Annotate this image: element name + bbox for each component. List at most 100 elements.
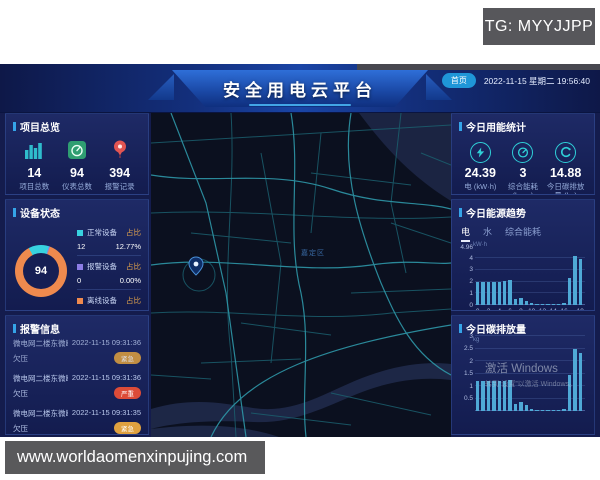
bar-hour-13[interactable] xyxy=(546,409,550,411)
bar-hour-10[interactable] xyxy=(529,303,534,305)
alarm-list-item[interactable]: 微电网二楼东微断测试2022-11-15 09:31:36 欠压 紧急 xyxy=(13,338,141,368)
bar-hour-6[interactable] xyxy=(508,379,512,411)
alarm-name: 微电网二楼东微断测试 xyxy=(13,374,68,383)
bar-hour-3[interactable] xyxy=(492,281,496,305)
section-marker-icon xyxy=(459,122,462,131)
bar-hour-4[interactable] xyxy=(497,381,502,411)
x-axis-tick: 8 xyxy=(514,308,528,310)
section-marker-icon xyxy=(13,208,16,217)
bar-hour-12[interactable] xyxy=(540,409,545,411)
home-nav-badge[interactable]: 首页 xyxy=(441,73,476,88)
bar-hour-12[interactable] xyxy=(540,304,545,305)
bar-hour-17[interactable] xyxy=(567,374,572,411)
device-status-donut-chart[interactable]: 94 xyxy=(15,245,67,297)
y-axis-tick: 4.96 xyxy=(460,243,473,251)
title-wing-left-decoration xyxy=(148,74,174,100)
title-plate: 安全用电云平台 xyxy=(172,70,428,107)
legend-row-header: 报警设备 占比 xyxy=(77,261,141,272)
map-roads-graphic xyxy=(151,113,451,437)
bar-hour-9[interactable] xyxy=(524,300,529,305)
y-axis-tick: 2 xyxy=(469,357,473,365)
stat-value: 24.39 xyxy=(464,166,496,180)
map-district-label: 嘉定区 xyxy=(301,250,325,257)
bar-hour-19[interactable] xyxy=(578,259,583,305)
bar-hour-4[interactable] xyxy=(497,281,502,305)
bar-hour-18[interactable] xyxy=(573,348,577,411)
bar-hour-5[interactable] xyxy=(502,380,507,411)
legend-name: 离线设备 xyxy=(87,296,117,305)
bar-hour-0[interactable] xyxy=(475,381,480,411)
bar-hour-18[interactable] xyxy=(573,255,577,305)
y-axis-tick: 4 xyxy=(469,254,473,262)
bar-hour-10[interactable] xyxy=(529,408,534,411)
stat-value: 14.88 xyxy=(549,166,582,180)
alarm-level-badge: 紧急 xyxy=(114,352,141,364)
bar-hour-8[interactable] xyxy=(519,402,523,411)
gauge-icon xyxy=(512,141,534,163)
map-canvas[interactable]: 嘉定区 xyxy=(151,113,451,437)
device-status-legend: 正常设备 占比 12 12.77% 报警设备 占比 0 0.00% 离线设备 占比 xyxy=(77,222,141,306)
legend-name: 报警设备 xyxy=(87,262,117,271)
legend-color-icon xyxy=(77,229,83,236)
bar-hour-16[interactable] xyxy=(562,303,566,305)
panel-project-overview: 项目总览 14 项目总数 94 仪表总数 394 报警记录 xyxy=(5,113,149,195)
alarm-list-item[interactable]: 微电网二楼东微断测试2022-11-15 09:31:36 欠压 严重 xyxy=(13,373,141,403)
bar-hour-15[interactable] xyxy=(556,303,561,305)
section-title-alarms: 报警信息 xyxy=(13,321,141,336)
trend-tab-综合能耗[interactable]: 综合能耗 xyxy=(505,227,542,237)
trend-tab-电[interactable]: 电 xyxy=(461,225,471,242)
y-axis-tick: 3 xyxy=(469,332,473,340)
x-axis-tick: 0 xyxy=(471,308,485,310)
x-axis-tick: 14 xyxy=(546,308,560,310)
bar-hour-0[interactable] xyxy=(475,281,480,305)
y-axis-tick: 2.5 xyxy=(463,345,473,353)
bar-hour-2[interactable] xyxy=(486,381,491,411)
header: 安全用电云平台 首页 2022-11-15 星期二 19:56:40 xyxy=(0,64,600,113)
section-title-device-status: 设备状态 xyxy=(13,205,141,220)
energy-stats-row: 24.39 电 (kW·h) 3 综合能耗 (kgce) 14.88 今日碳排放量 (kg… xyxy=(459,141,587,194)
bar-hour-19[interactable] xyxy=(578,352,583,411)
section-marker-icon xyxy=(459,208,462,217)
legend-row-values: 0 0.00% xyxy=(77,276,141,290)
alarm-type: 欠压 xyxy=(13,353,28,363)
stat-item: 14.88 今日碳排放量 (kg) xyxy=(545,141,587,194)
bar-hour-8[interactable] xyxy=(519,297,523,305)
bar-hour-1[interactable] xyxy=(481,281,485,305)
bar-hour-11[interactable] xyxy=(535,303,539,305)
bar-hour-16[interactable] xyxy=(562,408,566,411)
bar-hour-14[interactable] xyxy=(551,304,556,305)
x-axis-tick: 12 xyxy=(536,308,550,310)
section-title-energy-stats: 今日用能统计 xyxy=(459,119,587,134)
bar-hour-11[interactable] xyxy=(535,409,539,411)
legend-row-values: 12 12.77% xyxy=(77,242,141,256)
stat-item: 14 项目总数 xyxy=(13,141,55,191)
bar-hour-5[interactable] xyxy=(502,281,507,305)
bar-hour-6[interactable] xyxy=(508,280,512,305)
stat-label: 今日碳排放量 (kg) xyxy=(546,182,585,194)
dashboard: 安全用电云平台 首页 2022-11-15 星期二 19:56:40 项目总览 … xyxy=(0,64,600,437)
y-axis-tick: 2 xyxy=(469,278,473,286)
bar-hour-15[interactable] xyxy=(556,409,561,411)
location-pin-icon[interactable] xyxy=(188,256,204,276)
bar-hour-14[interactable] xyxy=(551,409,556,411)
alarm-list-item[interactable]: 微电网二楼东微断测试2022-11-15 09:31:35 欠压 紧急 xyxy=(13,408,141,434)
stat-item: 3 综合能耗 (kgce) xyxy=(502,141,544,194)
trend-tab-水[interactable]: 水 xyxy=(483,227,493,237)
section-marker-icon xyxy=(13,122,16,131)
bar-hour-7[interactable] xyxy=(513,403,518,411)
alarm-time: 2022-11-15 09:31:36 xyxy=(71,373,141,382)
bar-hour-3[interactable] xyxy=(492,381,496,411)
stat-label: 电 (kW·h) xyxy=(464,182,497,191)
alarm-time: 2022-11-15 09:31:35 xyxy=(71,408,141,417)
stat-value: 3 xyxy=(519,166,527,180)
bar-hour-7[interactable] xyxy=(513,298,518,305)
bar-hour-1[interactable] xyxy=(481,381,485,411)
stat-item: 394 报警记录 xyxy=(99,140,141,191)
bar-hour-9[interactable] xyxy=(524,404,529,411)
bar-hour-17[interactable] xyxy=(567,278,572,305)
top-gray-strip xyxy=(357,64,600,70)
legend-row-header: 离线设备 占比 xyxy=(77,295,141,306)
bar-hour-13[interactable] xyxy=(546,304,550,305)
bar-hour-2[interactable] xyxy=(486,281,491,305)
